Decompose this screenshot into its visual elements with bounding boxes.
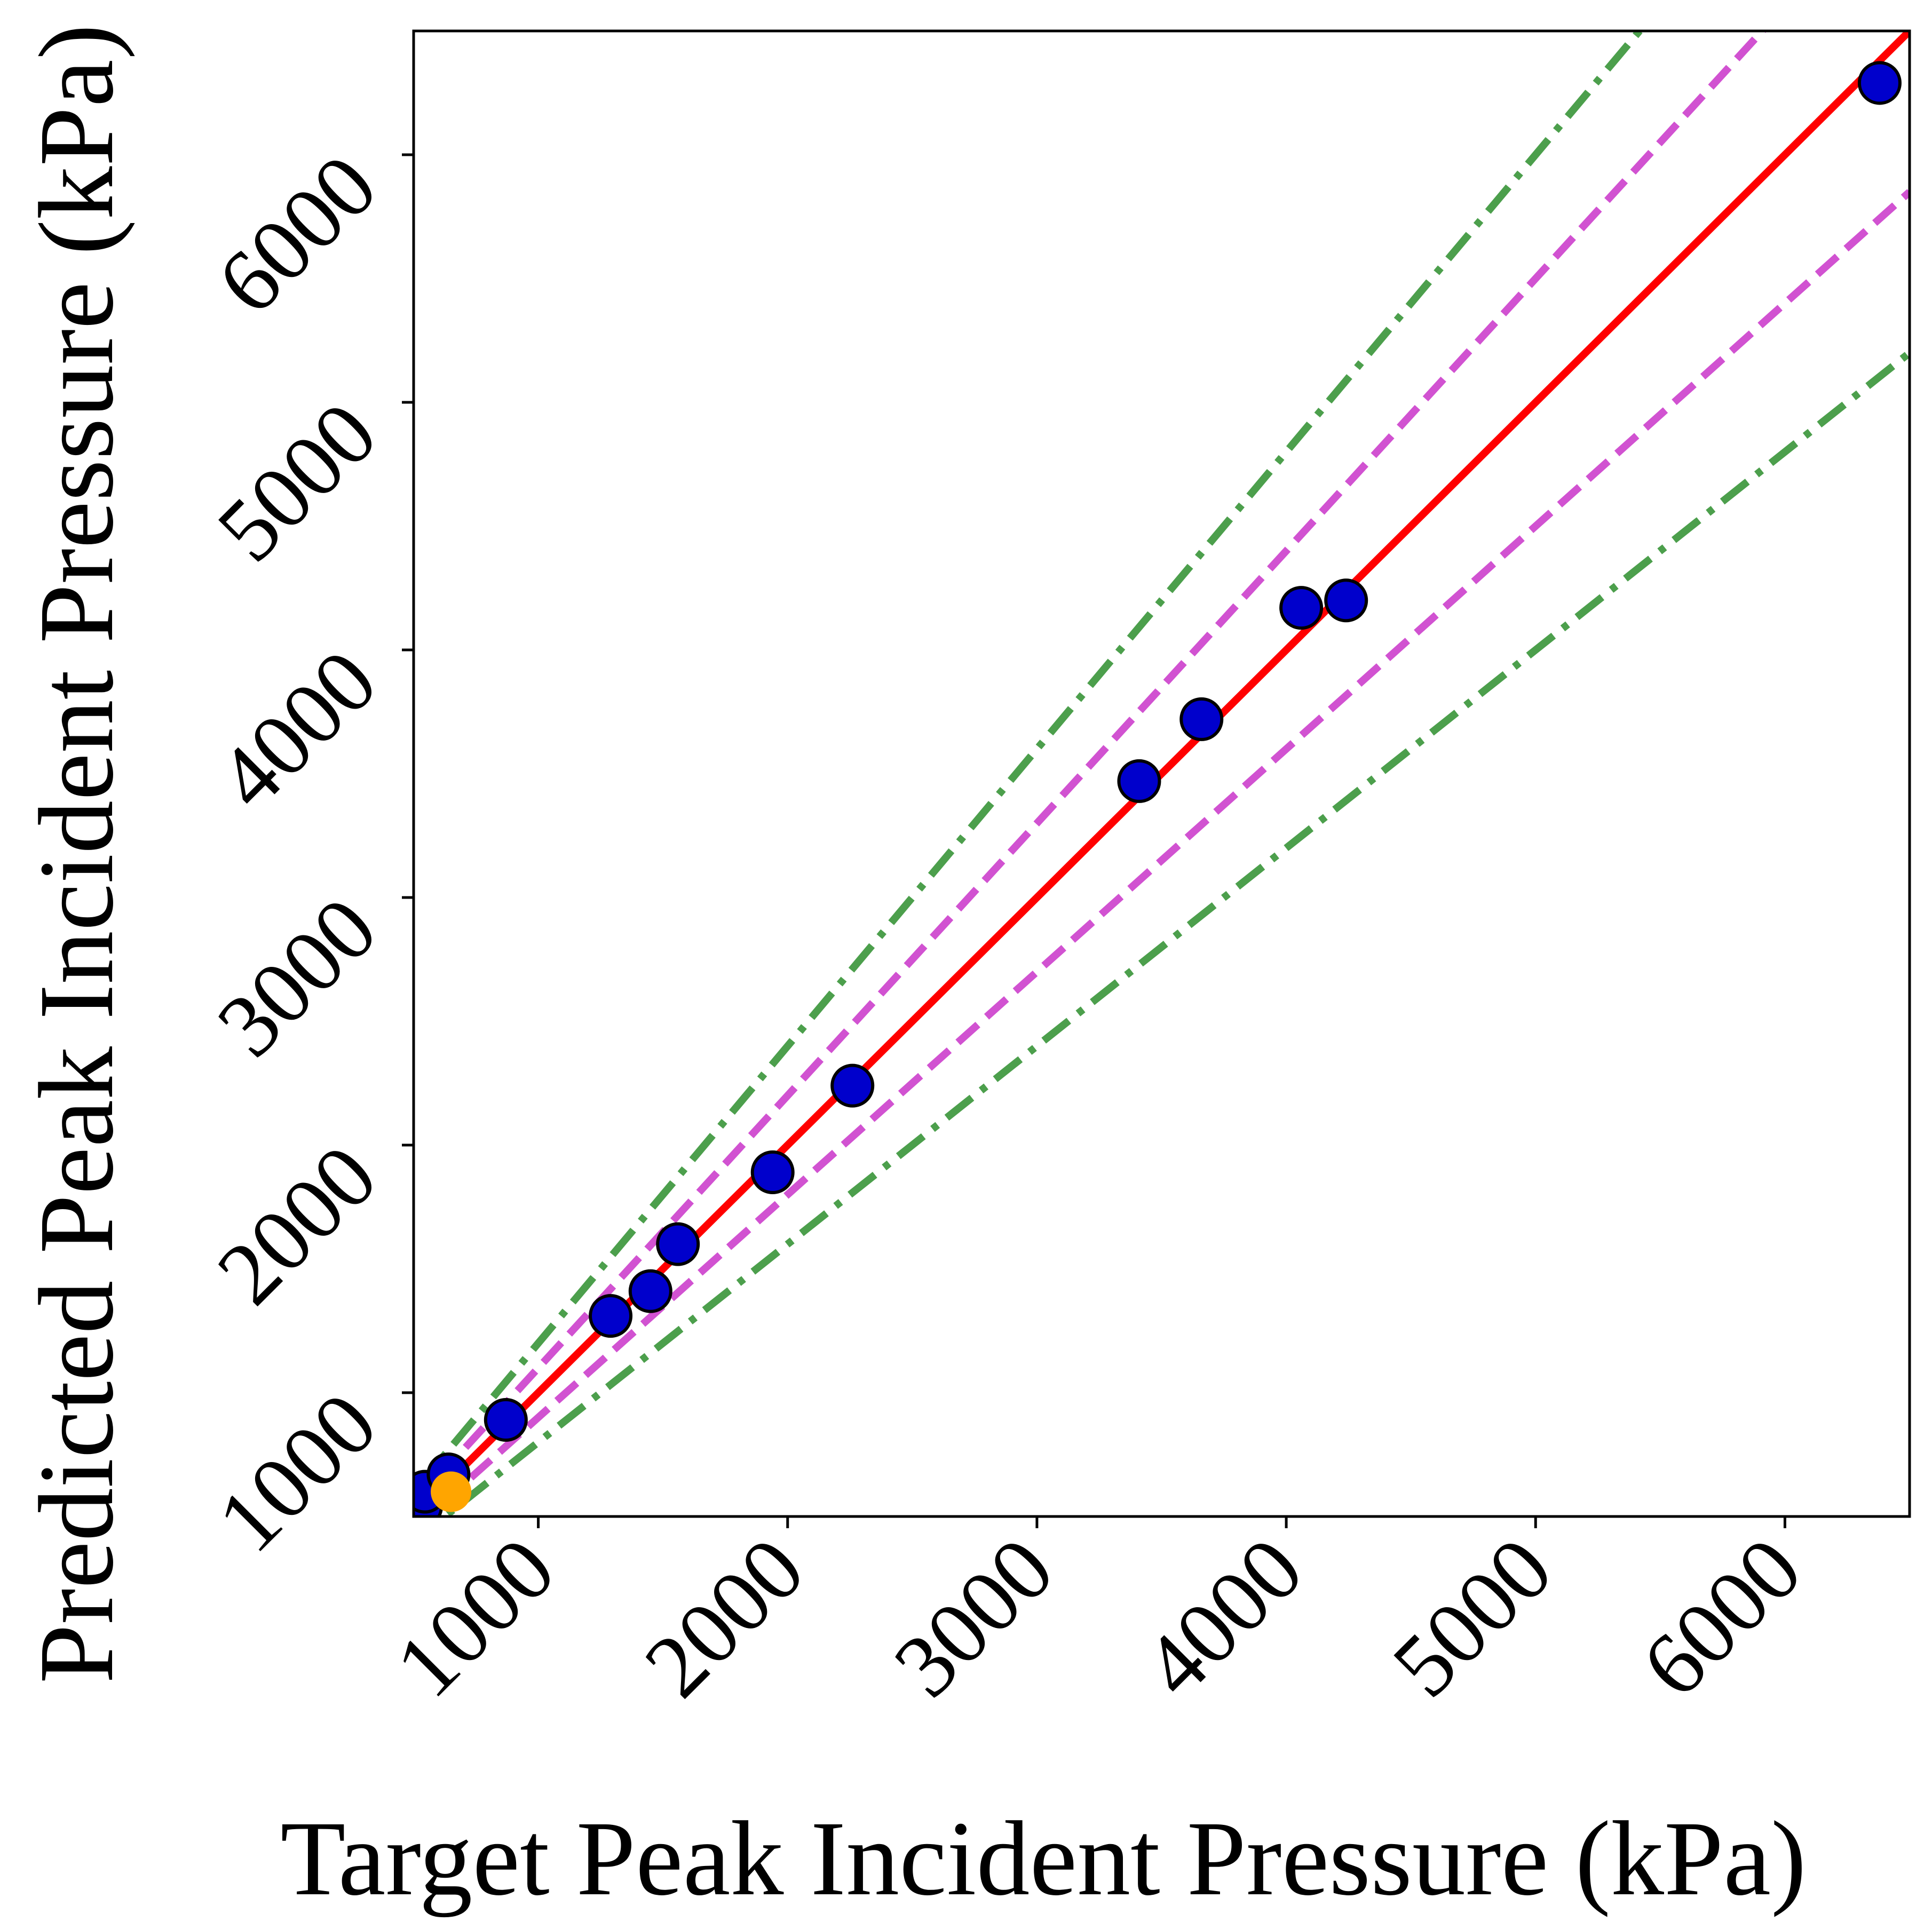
y-tick-label: 2000 xyxy=(199,1126,395,1323)
data-point xyxy=(1279,586,1324,630)
x-tick-label: 4000 xyxy=(1125,1519,1321,1716)
data-point xyxy=(830,1063,875,1108)
reference-line xyxy=(439,350,1910,1516)
y-tick-label: 6000 xyxy=(199,136,395,333)
x-axis: 1000 2000 3000 4000 5000 6000 xyxy=(377,1516,1820,1716)
reference-line xyxy=(414,31,1910,1516)
highlight-point xyxy=(431,1471,472,1512)
data-point xyxy=(1324,578,1368,623)
data-points xyxy=(414,61,1902,1516)
y-tick-label: 5000 xyxy=(199,384,395,581)
reference-lines xyxy=(414,31,1910,1516)
data-point xyxy=(484,1398,528,1442)
x-axis-title: Target Peak Incident Pressure (kPa) xyxy=(280,1800,1806,1918)
reference-line xyxy=(414,31,1645,1495)
reference-line xyxy=(422,189,1910,1516)
y-axis: 1000 2000 3000 4000 5000 6000 xyxy=(199,136,414,1571)
y-tick-label: 1000 xyxy=(199,1374,395,1571)
data-point xyxy=(589,1294,633,1338)
x-tick-label: 1000 xyxy=(377,1519,574,1716)
y-tick-label: 4000 xyxy=(199,631,395,828)
plot-frame xyxy=(412,29,1911,1518)
x-tick-label: 2000 xyxy=(626,1519,823,1716)
data-point xyxy=(750,1150,795,1195)
data-point xyxy=(1857,61,1902,105)
data-point xyxy=(628,1269,672,1313)
x-tick-label: 3000 xyxy=(875,1519,1072,1716)
y-axis-title: Predicted Peak Incident Pressure (kPa) xyxy=(18,24,136,1683)
data-point xyxy=(656,1222,700,1266)
x-tick-label: 6000 xyxy=(1623,1519,1820,1716)
data-point xyxy=(1117,759,1161,803)
data-point xyxy=(1179,697,1224,741)
y-tick-label: 3000 xyxy=(199,879,395,1076)
x-tick-label: 5000 xyxy=(1374,1519,1571,1716)
